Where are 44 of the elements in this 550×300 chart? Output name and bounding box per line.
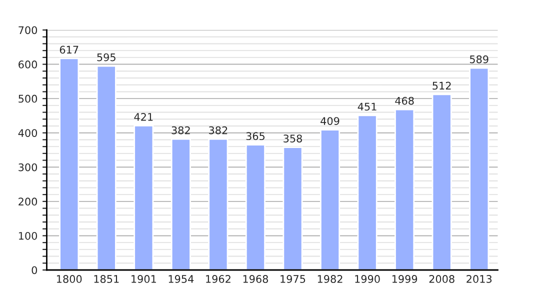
bar [59,58,80,270]
bar [170,138,191,270]
x-tick-label: 1851 [94,275,119,283]
bar [282,146,303,270]
bar [432,94,452,270]
bar [208,138,228,270]
data-label: 451 [358,102,376,111]
x-tick-label: 1990 [355,275,380,283]
x-tick-label: 1962 [206,275,230,283]
y-tick-label: 500 [18,94,38,103]
x-tick-label: 1975 [280,275,306,283]
x-tick-label: 1901 [132,275,156,283]
x-tick-label: 1982 [318,275,342,283]
x-tick-label: 1999 [392,275,418,283]
y-tick-label: 200 [18,198,38,206]
bar [96,65,116,270]
data-label: 409 [320,117,340,125]
y-tick-label: 400 [18,129,38,137]
y-tick-label: 600 [18,60,38,68]
data-label: 589 [470,55,488,64]
data-label: 421 [134,112,153,121]
data-label: 382 [172,126,190,134]
bar [469,67,490,270]
data-label: 468 [395,96,414,105]
x-tick-label: 2013 [466,275,492,283]
data-label: 595 [97,53,116,62]
bar [320,129,340,270]
y-tick-label: 0 [32,266,38,274]
x-tick-label: 1954 [168,275,194,283]
data-label: 365 [246,132,265,140]
y-tick-label: 300 [18,163,38,172]
y-tick-label: 700 [18,26,38,34]
bar [134,124,154,270]
bar [357,114,378,270]
data-label: 358 [284,134,302,142]
data-label: 382 [209,126,228,134]
x-tick-label: 2008 [429,275,454,283]
data-label: 512 [432,82,451,90]
x-tick-label: 1800 [57,275,82,283]
y-tick-label: 100 [18,232,38,240]
data-label: 617 [60,46,78,54]
bar [394,108,415,270]
bar [245,144,266,270]
x-tick-label: 1968 [243,275,268,283]
